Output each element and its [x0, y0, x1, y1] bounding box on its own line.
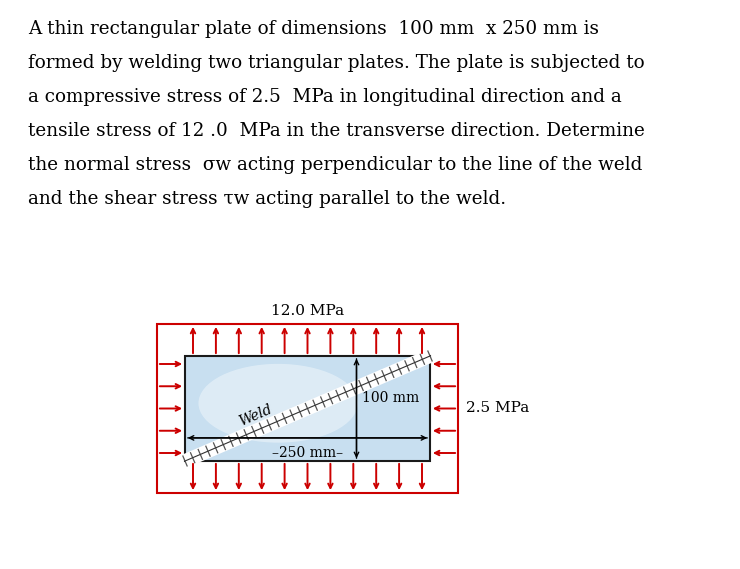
- Text: A thin rectangular plate of dimensions  100 mm  x 250 mm is: A thin rectangular plate of dimensions 1…: [28, 20, 599, 38]
- Bar: [157, 324, 458, 493]
- Bar: [185, 356, 430, 461]
- Text: the normal stress  σw acting perpendicular to the line of the weld: the normal stress σw acting perpendicula…: [28, 156, 642, 174]
- Text: formed by welding two triangular plates. The plate is subjected to: formed by welding two triangular plates.…: [28, 54, 645, 72]
- Text: a compressive stress of 2.5  MPa in longitudinal direction and a: a compressive stress of 2.5 MPa in longi…: [28, 88, 622, 106]
- Text: Weld: Weld: [236, 403, 274, 429]
- Text: and the shear stress τw acting parallel to the weld.: and the shear stress τw acting parallel …: [28, 190, 506, 208]
- Text: 2.5 MPa: 2.5 MPa: [466, 402, 529, 415]
- Ellipse shape: [198, 364, 357, 443]
- Text: tensile stress of 12 .0  MPa in the transverse direction. Determine: tensile stress of 12 .0 MPa in the trans…: [28, 122, 645, 140]
- Text: –250 mm–: –250 mm–: [272, 446, 343, 460]
- Text: 100 mm: 100 mm: [362, 391, 419, 405]
- Text: 12.0 MPa: 12.0 MPa: [271, 304, 344, 318]
